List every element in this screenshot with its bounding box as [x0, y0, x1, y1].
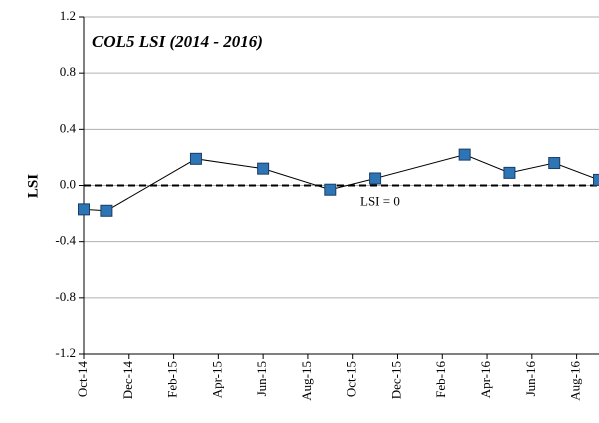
- data-point: [594, 174, 599, 185]
- x-tick-label: Jun-15: [254, 361, 269, 396]
- x-tick-label: Apr-15: [209, 361, 224, 398]
- data-point: [258, 163, 269, 174]
- data-point: [549, 158, 560, 169]
- data-point: [370, 173, 381, 184]
- y-tick-label: -1.2: [55, 345, 76, 360]
- x-tick-label: Oct-14: [75, 361, 90, 398]
- y-tick-label: -0.4: [55, 233, 76, 248]
- data-point: [325, 184, 336, 195]
- x-tick-label: Feb-15: [165, 361, 180, 398]
- x-tick-label: Feb-16: [433, 361, 448, 398]
- x-tick-label: Dec-14: [120, 361, 135, 400]
- reference-label: LSI = 0: [360, 193, 400, 208]
- y-tick-label: 0.4: [60, 120, 77, 135]
- data-point: [459, 149, 470, 160]
- y-tick-label: 0.0: [60, 176, 76, 191]
- data-point: [101, 205, 112, 216]
- series-line: [84, 155, 599, 211]
- y-tick-label: -0.8: [55, 289, 76, 304]
- data-point: [79, 204, 90, 215]
- data-point: [190, 153, 201, 164]
- x-tick-label: Aug-15: [299, 361, 314, 401]
- data-point: [504, 167, 515, 178]
- y-tick-label: 0.8: [60, 64, 76, 79]
- chart-title: COL5 LSI (2014 - 2016): [92, 32, 263, 51]
- x-tick-label: Dec-15: [388, 361, 403, 399]
- y-tick-label: 1.2: [60, 8, 76, 23]
- x-tick-label: Jun-16: [523, 361, 538, 397]
- y-axis-label: LSI: [25, 174, 41, 198]
- x-tick-label: Apr-16: [478, 361, 493, 399]
- x-tick-label: Aug-16: [568, 361, 583, 401]
- x-tick-label: Oct-15: [344, 361, 359, 397]
